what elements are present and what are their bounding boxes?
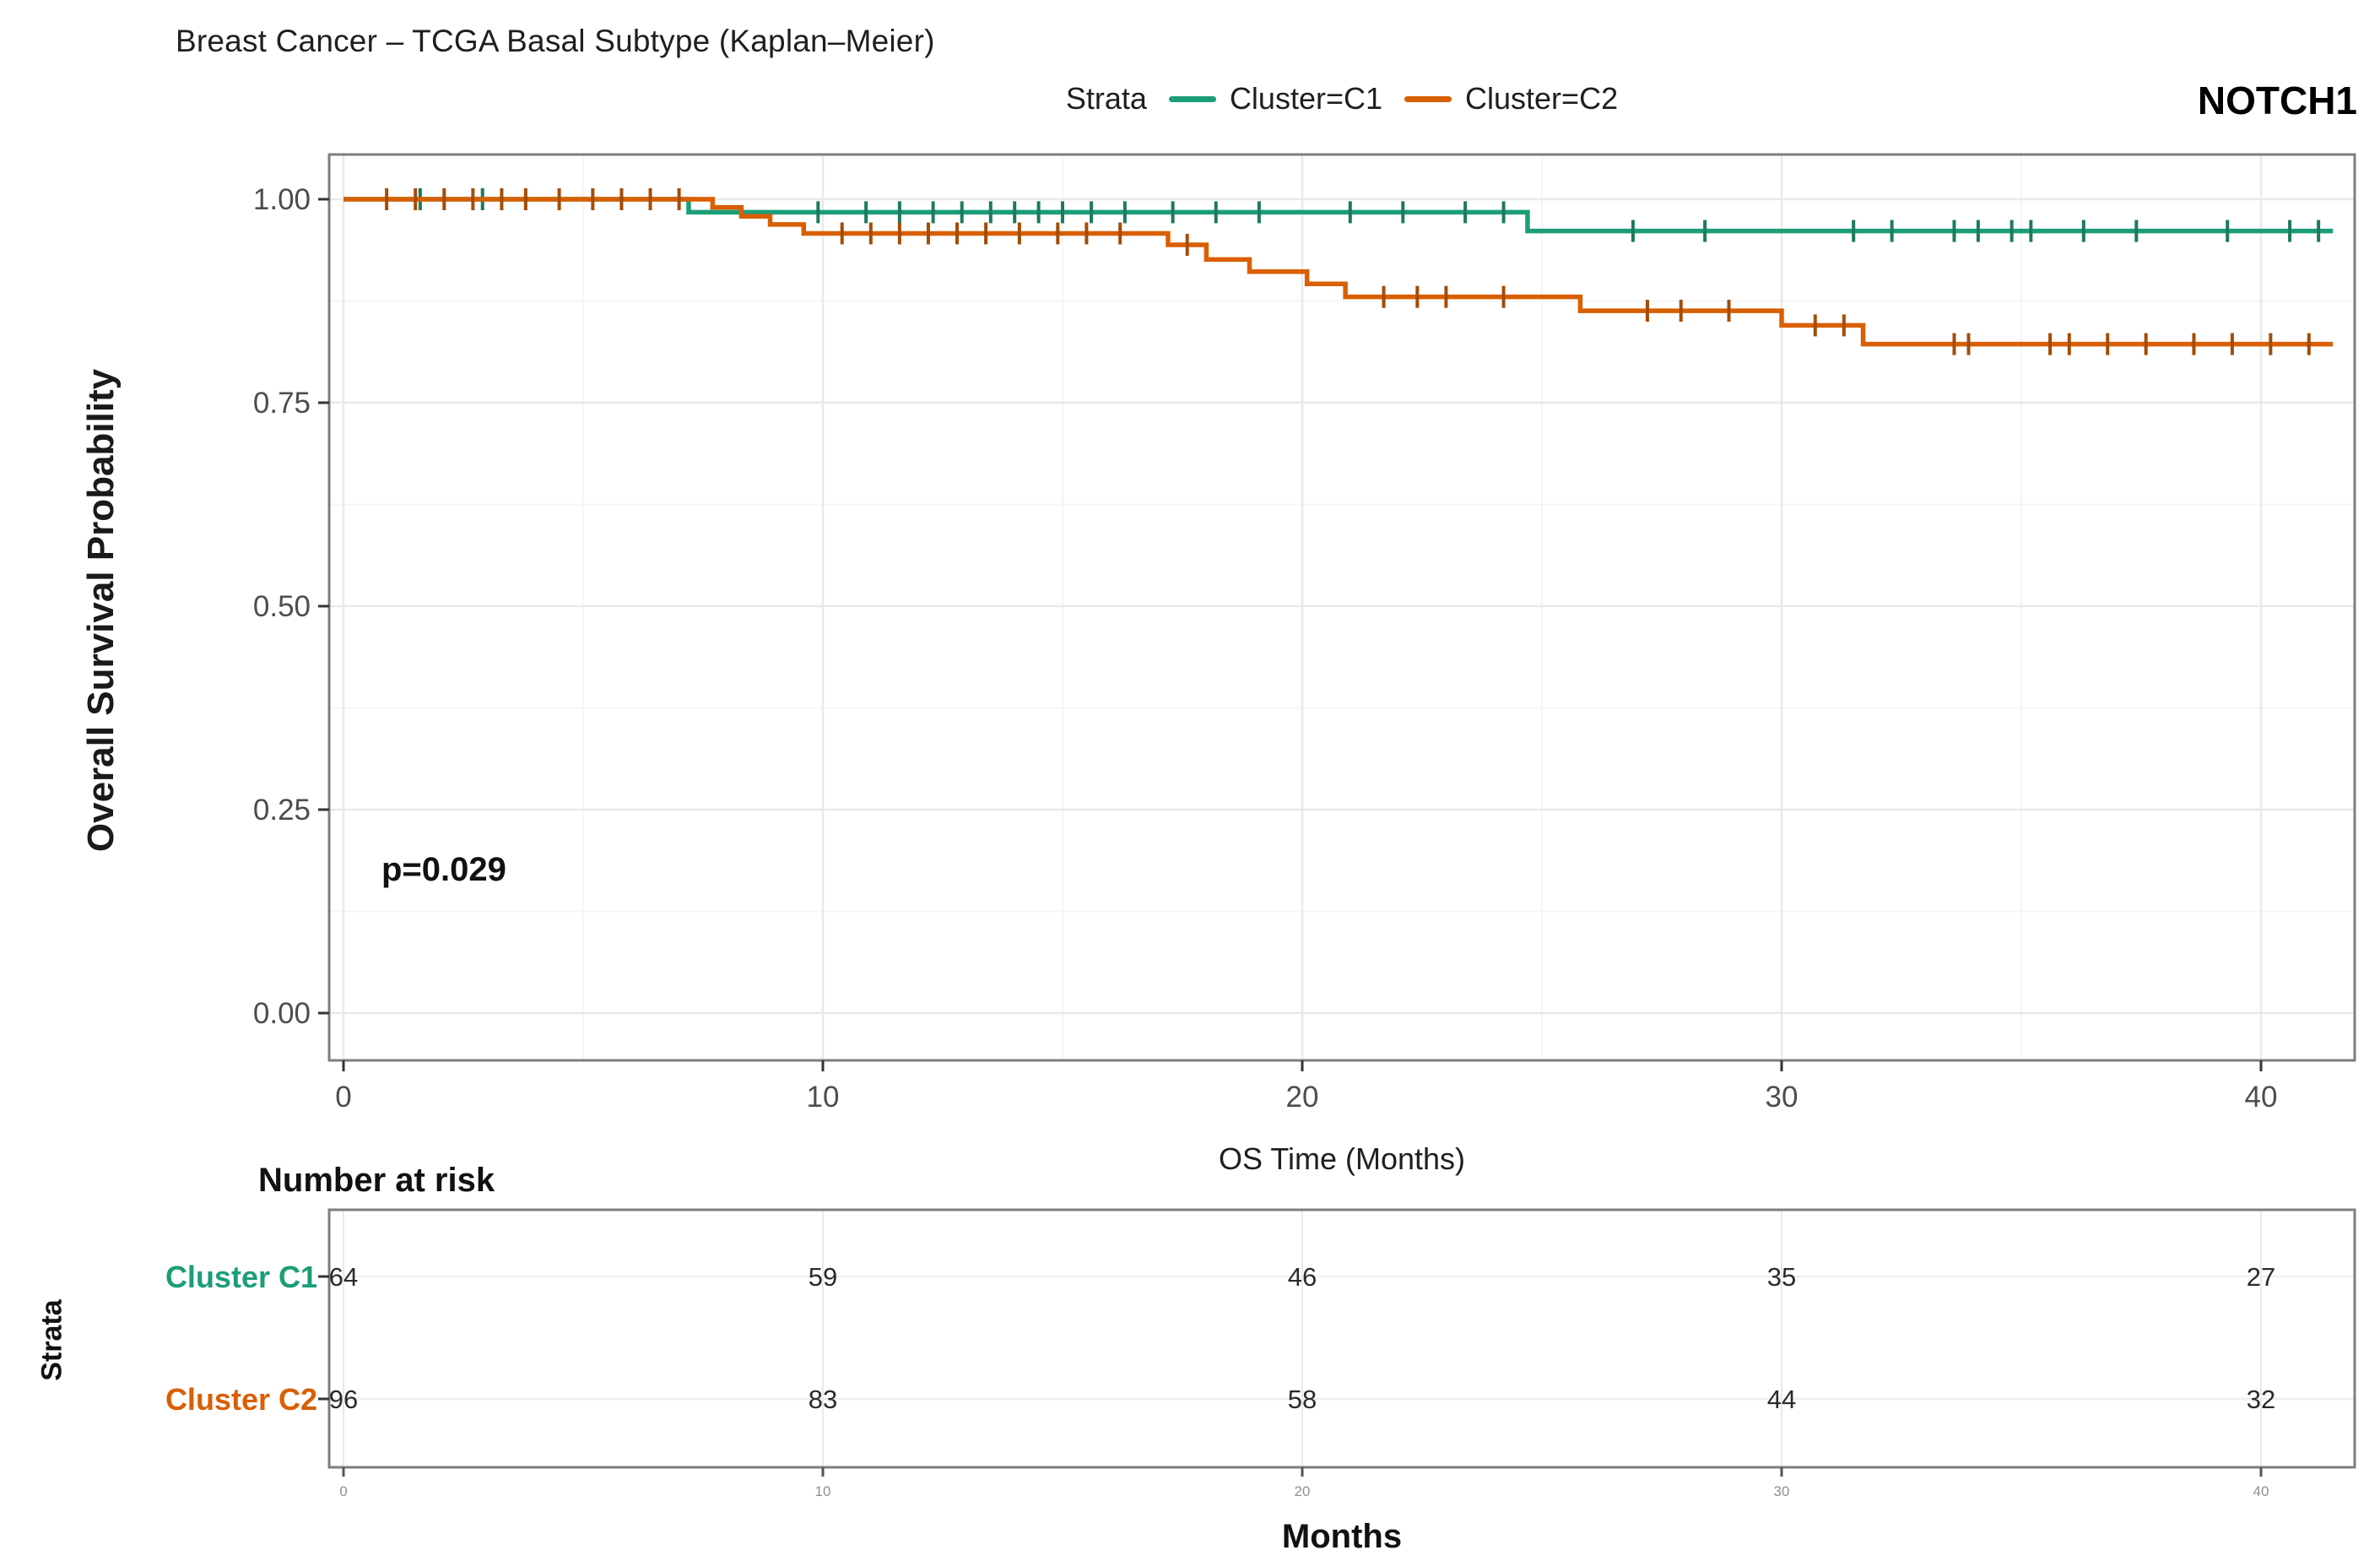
legend-key-c1-line: [1168, 95, 1216, 102]
risk-count: 59: [809, 1262, 837, 1292]
legend: Strata Cluster=C1 Cluster=C2: [329, 81, 2355, 117]
risk-table-x-axis-title: Months: [1281, 1518, 1403, 1555]
p-value-annotation: p=0.029: [381, 851, 506, 888]
risk-count: 44: [1767, 1385, 1796, 1414]
risk-axis-tick-label: 20: [1295, 1483, 1311, 1499]
risk-count: 32: [2247, 1385, 2275, 1414]
risk-count: 27: [2247, 1262, 2275, 1292]
y-tick-label: 0.00: [253, 997, 311, 1030]
risk-count: 58: [1288, 1385, 1317, 1414]
y-tick-label: 0.75: [253, 387, 311, 420]
plot-title: Breast Cancer – TCGA Basal Subtype (Kapl…: [176, 24, 935, 58]
y-axis-title: Overall Survival Probability: [80, 368, 122, 853]
legend-item-c2: Cluster=C2: [1404, 81, 1618, 117]
risk-row-label-c2: Cluster C2: [165, 1382, 317, 1417]
legend-key-c2-line: [1404, 95, 1452, 102]
risk-count: 64: [329, 1262, 358, 1292]
risk-count: 46: [1288, 1262, 1317, 1292]
x-tick-label: 20: [1286, 1081, 1319, 1114]
legend-item-c1-label: Cluster=C1: [1229, 81, 1383, 116]
main-panel-bg: [329, 154, 2355, 1060]
risk-count: 35: [1767, 1262, 1796, 1292]
x-tick-label: 40: [2245, 1081, 2278, 1114]
gene-label: NOTCH1: [2197, 79, 2357, 122]
x-tick-label: 0: [335, 1081, 351, 1114]
legend-title: Strata: [1065, 81, 1147, 116]
risk-count: 96: [329, 1385, 358, 1414]
risk-count: 83: [809, 1385, 837, 1414]
legend-item-c1: Cluster=C1: [1168, 81, 1383, 117]
y-tick-label: 0.50: [253, 590, 311, 623]
risk-axis-tick-label: 30: [1774, 1483, 1790, 1499]
risk-axis-tick-label: 40: [2253, 1483, 2269, 1499]
risk-panel-border: [327, 1208, 2356, 1469]
risk-table-heading: Number at risk: [258, 1162, 495, 1199]
km-curve-c2: [343, 197, 2334, 347]
risk-axis-tick-label: 10: [815, 1483, 831, 1499]
y-tick-label: 0.25: [253, 794, 311, 827]
y-tick-label: 1.00: [253, 183, 311, 216]
risk-row-label-c1: Cluster C1: [165, 1260, 317, 1294]
risk-axis-tick-label: 0: [339, 1483, 347, 1499]
x-tick-label: 30: [1766, 1081, 1799, 1114]
legend-item-c2-label: Cluster=C2: [1465, 81, 1619, 116]
risk-panel-bg: [329, 1210, 2355, 1467]
x-tick-label: 10: [807, 1081, 840, 1114]
x-axis-title: OS Time (Months): [1218, 1141, 1466, 1176]
